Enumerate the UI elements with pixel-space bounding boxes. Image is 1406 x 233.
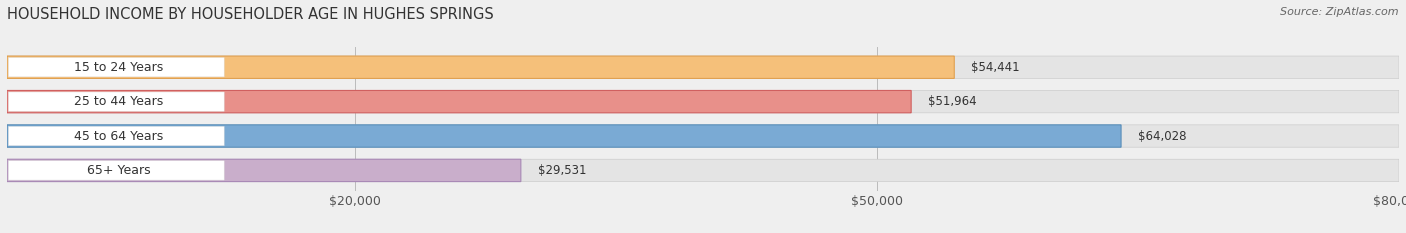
FancyBboxPatch shape <box>8 126 224 146</box>
FancyBboxPatch shape <box>7 90 911 113</box>
Text: 25 to 44 Years: 25 to 44 Years <box>73 95 163 108</box>
FancyBboxPatch shape <box>8 92 224 111</box>
FancyBboxPatch shape <box>7 56 1399 79</box>
Text: Source: ZipAtlas.com: Source: ZipAtlas.com <box>1281 7 1399 17</box>
Text: HOUSEHOLD INCOME BY HOUSEHOLDER AGE IN HUGHES SPRINGS: HOUSEHOLD INCOME BY HOUSEHOLDER AGE IN H… <box>7 7 494 22</box>
Text: $29,531: $29,531 <box>537 164 586 177</box>
FancyBboxPatch shape <box>7 56 955 79</box>
FancyBboxPatch shape <box>7 125 1121 147</box>
Text: $64,028: $64,028 <box>1137 130 1187 143</box>
FancyBboxPatch shape <box>7 125 1399 147</box>
Text: $54,441: $54,441 <box>972 61 1019 74</box>
Text: $51,964: $51,964 <box>928 95 977 108</box>
FancyBboxPatch shape <box>7 159 1399 182</box>
FancyBboxPatch shape <box>8 58 224 77</box>
Text: 65+ Years: 65+ Years <box>87 164 150 177</box>
Text: 15 to 24 Years: 15 to 24 Years <box>73 61 163 74</box>
Text: 45 to 64 Years: 45 to 64 Years <box>73 130 163 143</box>
FancyBboxPatch shape <box>7 159 520 182</box>
FancyBboxPatch shape <box>8 161 224 180</box>
FancyBboxPatch shape <box>7 90 1399 113</box>
